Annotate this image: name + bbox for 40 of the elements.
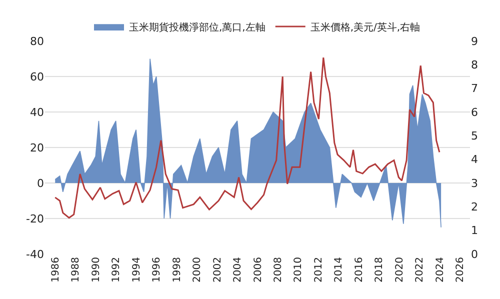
y-tick-label: 60: [30, 70, 44, 84]
y-tick-label: 80: [30, 34, 44, 48]
x-tick-label: 2018: [374, 257, 386, 282]
x-tick-label: 2006: [252, 257, 264, 282]
y2-tick-label: 3: [471, 176, 478, 190]
legend-label: 玉米期貨投機淨部位,萬口,左軸: [129, 21, 266, 34]
x-tick-label: 1986: [50, 257, 62, 282]
x-tick-label: 2012: [313, 257, 324, 282]
x-tick-label: 1994: [131, 257, 142, 282]
x-tick-label: 1996: [152, 257, 163, 282]
x-tick-label: 2010: [293, 257, 304, 282]
x-tick-label: 2004: [232, 257, 244, 282]
y2-tick-label: 2: [471, 200, 478, 214]
y2-tick-label: 1: [471, 224, 478, 238]
x-tick-label: 2020: [394, 257, 406, 282]
x-tick-label: 2002: [212, 257, 224, 282]
y-tick-label: 20: [30, 141, 44, 154]
y-tick-label: 40: [30, 106, 44, 119]
y-tick-label: -40: [26, 248, 44, 261]
y2-tick-label: 8: [471, 58, 478, 72]
x-tick-label: 2022: [414, 257, 426, 282]
y2-tick-label: 0: [471, 248, 478, 261]
y2-tick-label: 9: [471, 34, 478, 48]
legend-label: 玉米價格,美元/英斗,右軸: [310, 21, 420, 34]
x-tick-label: 1992: [111, 257, 122, 282]
x-tick-label: 2024: [434, 257, 446, 282]
y2-tick-label: 6: [471, 106, 478, 119]
y-tick-label: -20: [26, 212, 44, 226]
y2-tick-label: 7: [471, 82, 478, 96]
y-tick-label: 0: [37, 176, 44, 190]
x-tick-label: 1988: [70, 257, 82, 282]
x-tick-label: 2016: [354, 257, 365, 282]
x-tick-label: 2008: [272, 257, 284, 282]
y2-tick-label: 4: [471, 153, 478, 166]
x-tick-label: 1990: [90, 257, 102, 282]
y2-tick-label: 5: [471, 130, 478, 143]
x-tick-label: 2014: [334, 257, 345, 282]
x-tick-label: 1998: [172, 257, 183, 282]
x-tick-label: 2000: [192, 257, 204, 282]
x-tick-label: 2026: [455, 257, 466, 282]
